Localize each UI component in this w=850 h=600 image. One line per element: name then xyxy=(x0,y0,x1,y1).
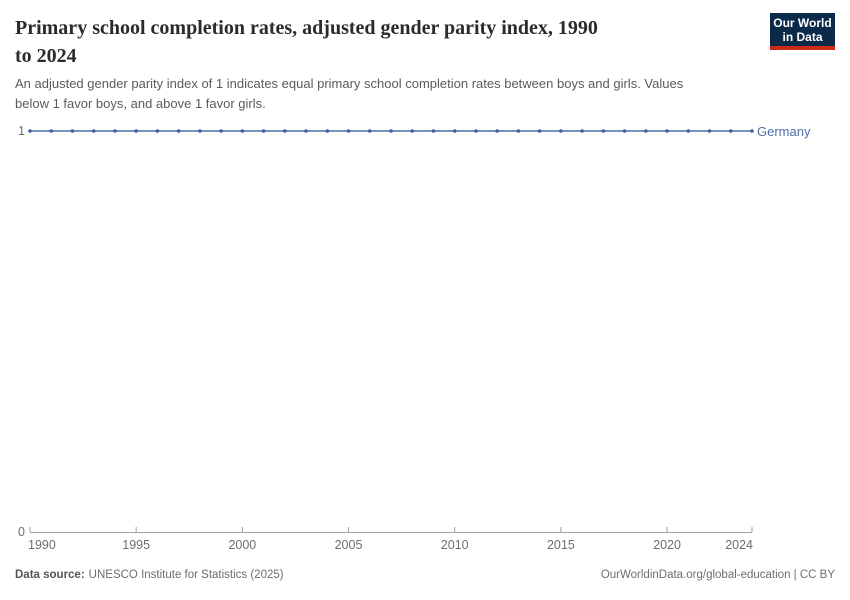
chart-subtitle: An adjusted gender parity index of 1 ind… xyxy=(15,74,805,114)
data-point[interactable] xyxy=(410,129,415,133)
x-axis-tick-label: 2010 xyxy=(441,538,469,552)
data-point[interactable] xyxy=(70,129,75,133)
data-point[interactable] xyxy=(622,129,627,133)
data-point[interactable] xyxy=(452,129,457,133)
x-axis-tick-label: 2020 xyxy=(653,538,681,552)
data-point[interactable] xyxy=(240,129,245,133)
x-axis-tick-label: 1995 xyxy=(122,538,150,552)
data-point[interactable] xyxy=(389,129,393,133)
data-point[interactable] xyxy=(580,129,584,133)
data-source-note: Data source: UNESCO Institute for Statist… xyxy=(15,569,284,581)
x-axis-tick-label: 1990 xyxy=(28,538,56,552)
data-point[interactable] xyxy=(219,129,223,133)
x-axis-tick-label: 2000 xyxy=(228,538,256,552)
chart-subtitle-line2: below 1 favor boys, and above 1 favor gi… xyxy=(15,96,266,111)
data-point[interactable] xyxy=(665,129,669,133)
data-point[interactable] xyxy=(728,129,733,133)
data-point[interactable] xyxy=(750,129,754,133)
data-point[interactable] xyxy=(155,129,160,133)
data-source-label: Data source: xyxy=(15,569,85,581)
data-point[interactable] xyxy=(261,129,266,133)
x-axis-tick-label: 2024 xyxy=(725,538,753,552)
data-point[interactable] xyxy=(474,129,478,133)
chart-title: Primary school completion rates, adjuste… xyxy=(15,14,755,70)
data-point[interactable] xyxy=(304,129,308,133)
data-point[interactable] xyxy=(644,129,648,133)
data-point[interactable] xyxy=(537,129,542,133)
data-point[interactable] xyxy=(367,129,372,133)
data-point[interactable] xyxy=(346,129,351,133)
data-source-value: UNESCO Institute for Statistics (2025) xyxy=(88,569,284,581)
x-axis-tick-label: 2015 xyxy=(547,538,575,552)
x-axis-tick-label: 2005 xyxy=(335,538,363,552)
data-point[interactable] xyxy=(601,129,606,133)
chart-title-line1: Primary school completion rates, adjuste… xyxy=(15,17,598,39)
data-point[interactable] xyxy=(686,129,691,133)
data-point[interactable] xyxy=(113,129,117,133)
y-axis-tick-label: 1 xyxy=(18,124,25,138)
data-point[interactable] xyxy=(516,129,521,133)
owid-logo-line2: in Data xyxy=(782,30,823,44)
owid-url-license-link[interactable]: OurWorldinData.org/global-education | CC… xyxy=(600,569,835,581)
chart-subtitle-line1: An adjusted gender parity index of 1 ind… xyxy=(15,76,684,91)
owid-logo-line1: Our World xyxy=(773,16,832,30)
data-point[interactable] xyxy=(707,129,712,133)
data-point[interactable] xyxy=(198,129,202,133)
data-point[interactable] xyxy=(134,129,138,133)
chart-title-line2: to 2024 xyxy=(15,45,77,67)
series-label-germany[interactable]: Germany xyxy=(757,124,811,139)
chart-footer: Data source: UNESCO Institute for Statist… xyxy=(15,569,835,581)
data-point[interactable] xyxy=(91,129,96,133)
data-point[interactable] xyxy=(283,129,287,133)
owid-logo-red-bar xyxy=(770,46,835,50)
data-point[interactable] xyxy=(325,129,330,133)
owid-logo[interactable]: Our World in Data xyxy=(770,13,835,50)
owid-logo-box: Our World in Data xyxy=(770,13,835,46)
data-point[interactable] xyxy=(559,129,563,133)
data-point[interactable] xyxy=(28,129,32,133)
data-point[interactable] xyxy=(176,129,181,133)
data-point[interactable] xyxy=(49,129,54,133)
data-point[interactable] xyxy=(431,129,436,133)
y-axis-tick-label: 0 xyxy=(18,525,25,539)
data-point[interactable] xyxy=(495,129,499,133)
